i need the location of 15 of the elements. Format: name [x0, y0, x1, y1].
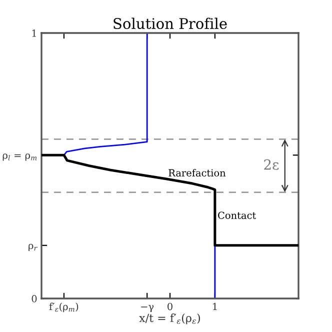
y-tick-label: ρ$_{l}$ = ρ$_{m}$	[2, 154, 37, 161]
y-tick-label: ρ$_{r}$	[28, 244, 38, 252]
line-series	[42, 154, 298, 247]
annotation: Contact	[218, 212, 256, 220]
chart-title: Solution Profile	[114, 18, 227, 30]
x-tick-label: 1	[213, 302, 217, 310]
x-tick-label: 0	[168, 302, 172, 310]
y-tick-label: 0	[32, 294, 37, 302]
x-axis-title: x/t = f′$_{ε}$(ρ$_{ε}$)	[139, 313, 200, 324]
x-tick-label: −γ	[141, 304, 154, 312]
x-tick-label: f′$_{ε}$(ρ$_{m}$)	[49, 302, 78, 312]
y-tick-label: 1	[32, 29, 36, 37]
annotation: 2ε	[264, 159, 279, 170]
line-series	[63, 33, 148, 156]
annotation: Rarefaction	[168, 169, 226, 177]
